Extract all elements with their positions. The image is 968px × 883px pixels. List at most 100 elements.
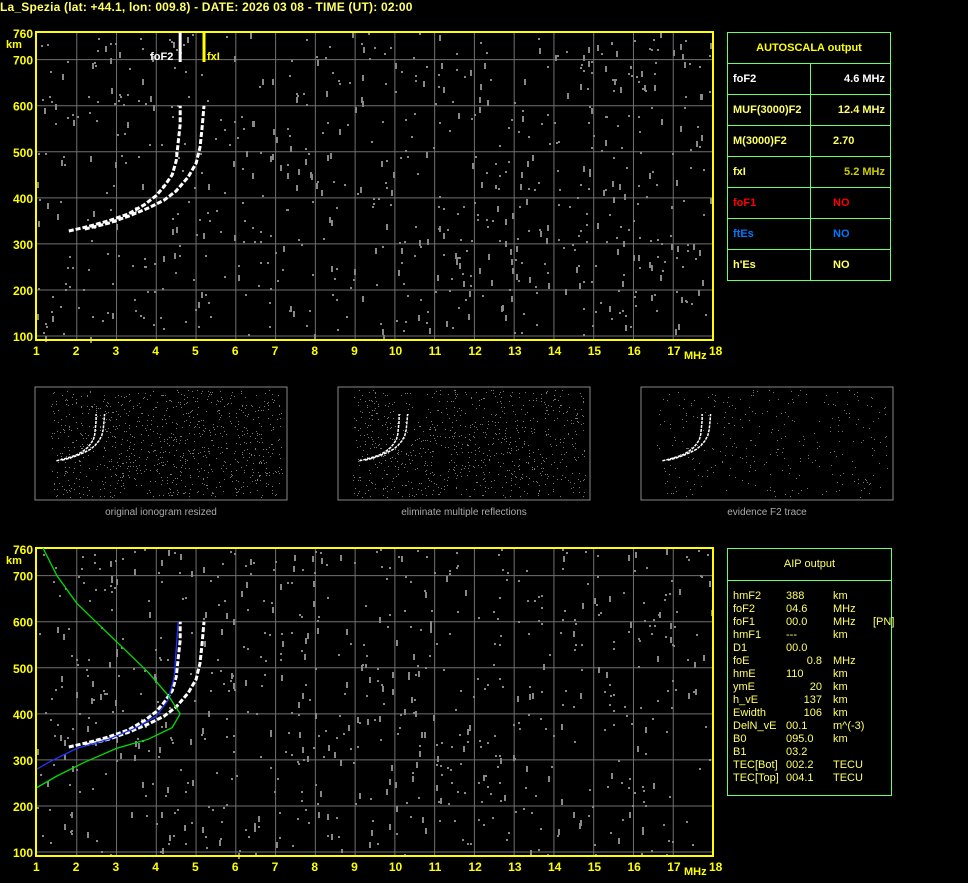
noise-dot xyxy=(358,480,359,481)
noise-dot xyxy=(365,441,366,442)
noise-dot xyxy=(459,408,460,409)
noise-dot xyxy=(464,76,466,78)
noise-dot xyxy=(453,401,454,402)
noise-dot xyxy=(122,473,123,474)
noise-dot xyxy=(431,465,432,466)
noise-dot xyxy=(79,460,80,461)
noise-dot xyxy=(101,851,103,853)
noise-dot xyxy=(755,445,756,446)
noise-dot xyxy=(151,424,152,425)
noise-dot xyxy=(541,475,542,476)
thumbnail-trace xyxy=(667,413,712,461)
noise-dot xyxy=(609,596,611,602)
noise-dot xyxy=(769,400,770,401)
noise-dot xyxy=(209,394,210,395)
noise-dot xyxy=(195,309,197,311)
noise-dot xyxy=(466,489,467,490)
noise-dot xyxy=(485,491,486,492)
noise-dot xyxy=(417,665,419,667)
noise-dot xyxy=(428,478,429,479)
noise-dot xyxy=(674,626,676,628)
noise-dot xyxy=(499,755,501,757)
noise-dot xyxy=(170,492,171,493)
noise-dot xyxy=(194,449,195,450)
noise-dot xyxy=(169,488,170,489)
noise-dot xyxy=(205,428,206,429)
noise-dot xyxy=(161,447,162,448)
noise-dot xyxy=(450,430,451,431)
noise-dot xyxy=(245,680,247,686)
noise-dot xyxy=(424,732,426,738)
noise-dot xyxy=(130,442,131,443)
noise-dot xyxy=(606,241,608,243)
noise-dot xyxy=(701,443,702,444)
noise-dot xyxy=(460,425,461,426)
y-tick-label: 700 xyxy=(13,54,33,68)
noise-dot xyxy=(164,441,165,442)
noise-dot xyxy=(709,91,711,93)
noise-dot xyxy=(437,425,438,426)
noise-dot xyxy=(219,482,220,483)
noise-dot xyxy=(628,73,630,75)
noise-dot xyxy=(710,43,712,49)
noise-dot xyxy=(753,392,754,393)
noise-dot xyxy=(45,153,47,155)
autoscala-label: fxI xyxy=(727,156,811,188)
noise-dot xyxy=(621,147,623,149)
aip-value: 004.1 xyxy=(786,772,814,784)
noise-dot xyxy=(176,227,178,233)
noise-dot xyxy=(230,477,231,478)
noise-dot xyxy=(489,459,490,460)
noise-dot xyxy=(555,390,556,391)
noise-dot xyxy=(425,452,426,453)
noise-dot xyxy=(278,471,279,472)
noise-dot xyxy=(643,801,645,803)
noise-dot xyxy=(493,443,494,444)
noise-dot xyxy=(412,460,413,461)
noise-dot xyxy=(528,230,530,232)
noise-dot xyxy=(144,670,146,672)
noise-dot xyxy=(66,416,67,417)
aip-flag: [PN] xyxy=(873,616,895,628)
noise-dot xyxy=(90,447,91,448)
noise-dot xyxy=(370,425,371,426)
noise-dot xyxy=(209,453,210,454)
noise-dot xyxy=(361,43,363,45)
noise-dot xyxy=(421,490,422,491)
noise-dot xyxy=(374,47,376,49)
noise-dot xyxy=(367,407,368,408)
noise-dot xyxy=(670,424,671,425)
noise-dot xyxy=(387,497,388,498)
noise-dot xyxy=(698,550,700,552)
noise-dot xyxy=(443,208,445,210)
aip-row: D1 00.0 xyxy=(728,642,891,655)
noise-dot xyxy=(112,497,113,498)
noise-dot xyxy=(173,464,174,465)
noise-dot xyxy=(269,447,270,448)
noise-dot xyxy=(89,468,90,469)
noise-dot xyxy=(664,421,665,422)
noise-dot xyxy=(478,782,480,784)
noise-dot xyxy=(452,101,454,103)
noise-dot xyxy=(62,395,63,396)
noise-dot xyxy=(819,421,820,422)
noise-dot xyxy=(153,431,154,432)
noise-dot xyxy=(65,467,66,468)
noise-dot xyxy=(528,462,529,463)
noise-dot xyxy=(750,467,751,468)
noise-dot xyxy=(742,427,743,428)
x-tick-label: 5 xyxy=(192,344,199,358)
noise-dot xyxy=(54,433,55,434)
noise-dot xyxy=(576,418,577,419)
noise-dot xyxy=(247,430,248,431)
noise-dot xyxy=(431,610,433,612)
noise-dot xyxy=(205,612,207,618)
noise-dot xyxy=(575,623,577,625)
noise-dot xyxy=(600,612,602,614)
noise-dot xyxy=(372,419,373,420)
noise-dot xyxy=(391,489,392,490)
noise-dot xyxy=(430,412,431,413)
noise-dot xyxy=(604,691,606,693)
noise-dot xyxy=(234,453,235,454)
noise-dot xyxy=(696,141,698,147)
